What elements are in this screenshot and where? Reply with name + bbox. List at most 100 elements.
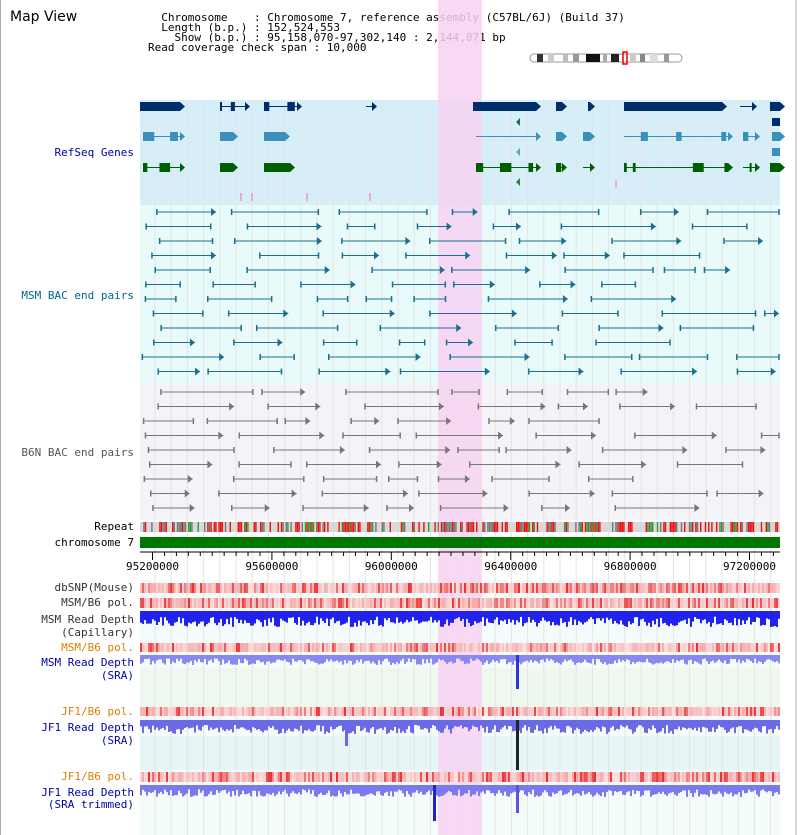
pol-bin (194, 643, 196, 652)
depth-bin (142, 655, 144, 663)
pol-bin (196, 707, 198, 716)
depth-bin (492, 785, 494, 793)
pol-bin (506, 772, 508, 782)
pol-bin (508, 772, 510, 782)
chromosome-bar[interactable] (140, 537, 780, 548)
repeat-element (488, 522, 491, 532)
pol-bin (520, 583, 522, 593)
pol-bin (716, 772, 718, 782)
highlight-region[interactable] (438, 0, 482, 835)
depth-bin (752, 611, 754, 622)
pol-bin (308, 772, 310, 782)
refseq-genes-track[interactable] (140, 102, 785, 201)
polymorphism-tracks[interactable] (140, 583, 780, 821)
pol-bin (508, 643, 510, 652)
ideogram-band (573, 54, 579, 62)
depth-bin (232, 655, 234, 665)
depth-bin (658, 611, 660, 627)
bac-end-arrow (229, 402, 235, 411)
pol-bin (456, 598, 458, 608)
depth-bin (594, 611, 596, 625)
pol-bin (194, 707, 196, 716)
page-title: Map View (10, 9, 78, 25)
depth-bin (354, 720, 356, 734)
msm-bac-track[interactable] (141, 208, 780, 376)
pol-bin (554, 643, 556, 652)
pol-bin (748, 772, 750, 782)
depth-bin (214, 611, 216, 624)
pol-bin (578, 707, 580, 716)
depth-bin (208, 785, 210, 795)
repeat-element (692, 522, 694, 532)
gene-strand-arrow (245, 102, 250, 111)
pol-bin (198, 772, 200, 782)
chromosome-ideogram[interactable] (529, 51, 683, 65)
depth-bin (554, 611, 556, 626)
depth-bin (254, 655, 256, 664)
depth-bin (710, 655, 712, 662)
pol-bin (622, 583, 624, 593)
pol-bin (388, 583, 390, 593)
repeat-element (354, 522, 356, 532)
depth-bin (378, 611, 380, 626)
depth-bin (706, 611, 708, 624)
depth-bin (776, 611, 778, 627)
depth-bin (176, 655, 178, 659)
pol-bin (612, 772, 614, 782)
pol-bin (356, 643, 358, 652)
repeat-track[interactable] (140, 522, 780, 532)
pol-bin (582, 583, 584, 593)
pol-bin (656, 583, 658, 593)
depth-bin (622, 655, 624, 661)
pol-bin (534, 583, 536, 593)
depth-bin (684, 655, 686, 664)
depth-bin (582, 611, 584, 625)
depth-bin (278, 785, 280, 792)
depth-bin (400, 611, 402, 622)
pol-bin (148, 643, 150, 652)
depth-bin (252, 655, 254, 664)
depth-bin (540, 611, 542, 621)
pol-bin (348, 707, 350, 716)
pol-bin (714, 707, 716, 716)
depth-bin (334, 720, 336, 729)
depth-bin (422, 611, 424, 622)
depth-bin (340, 720, 342, 726)
pol-bin (262, 707, 264, 716)
pol-bin (272, 598, 274, 608)
depth-bin (362, 720, 364, 730)
pol-bin (140, 772, 142, 782)
depth-bin (236, 720, 238, 729)
depth-bin (724, 611, 726, 620)
pol-bin (552, 772, 554, 782)
depth-bin (618, 611, 620, 625)
pol-bin (410, 583, 412, 593)
depth-bin (650, 655, 652, 664)
pol-bin (602, 707, 604, 716)
pol-bin (390, 772, 392, 782)
pol-bin (454, 772, 456, 782)
pol-bin (436, 643, 438, 652)
repeat-element (188, 522, 190, 532)
depth-bin (144, 720, 146, 727)
depth-bin (314, 655, 316, 663)
depth-bin (490, 655, 492, 663)
pol-bin (244, 598, 246, 608)
pol-bin (198, 598, 200, 608)
depth-bin (542, 611, 544, 618)
depth-bin (734, 655, 736, 659)
pol-bin (374, 643, 376, 652)
pol-bin (188, 643, 190, 652)
pol-bin (590, 707, 592, 716)
depth-bin (204, 720, 206, 726)
pol-bin (772, 772, 774, 782)
depth-bin (676, 785, 678, 796)
depth-bin (204, 611, 206, 627)
pol-bin (362, 583, 364, 593)
b6n-bac-track[interactable] (142, 388, 780, 512)
depth-bin (540, 720, 542, 731)
depth-bin (472, 785, 474, 795)
depth-bin (754, 611, 756, 622)
pol-bin (144, 598, 146, 608)
